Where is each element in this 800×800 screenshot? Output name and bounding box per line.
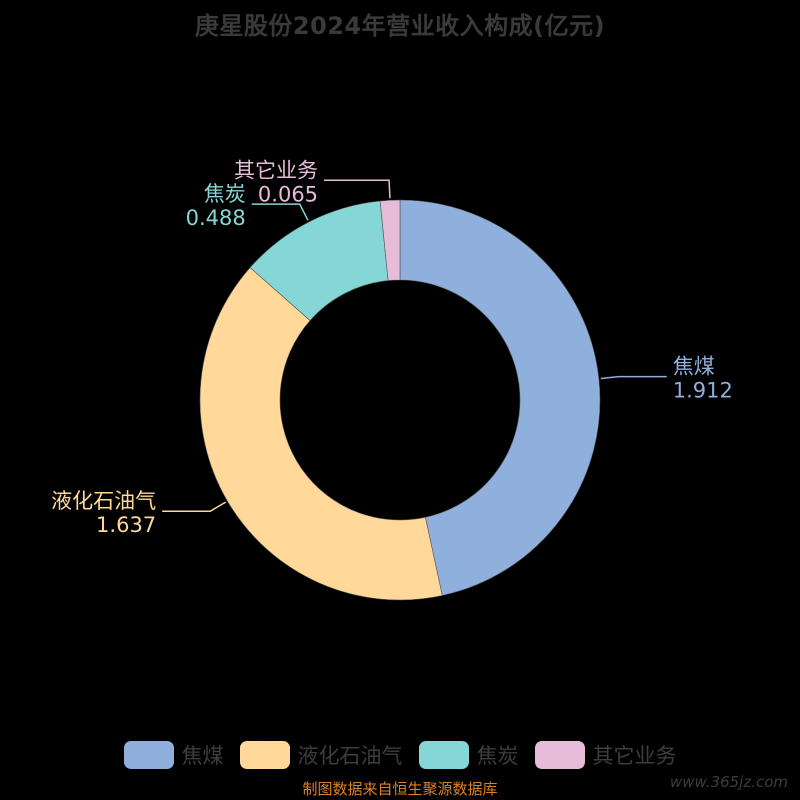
slice-lpg[interactable] [199,267,443,601]
legend-label-coking-coal: 焦煤 [181,744,224,768]
slice-label-lpg: 液化石油气 [51,489,156,513]
leader-line-other-business [324,179,391,199]
legend-swatch-coke [418,741,469,769]
legend-item-lpg[interactable]: 液化石油气 [239,740,403,770]
chart-title: 庚星股份2024年营业收入构成(亿元) [194,12,606,40]
chart-legend: 焦煤 液化石油气 焦炭 其它业务 [0,738,800,772]
leader-line-coke [251,203,309,221]
legend-swatch-lpg [239,741,290,769]
slice-value-other-business: 0.065 [258,182,318,206]
legend-item-coke[interactable]: 焦炭 [418,740,519,770]
legend-item-coking-coal[interactable]: 焦煤 [123,740,224,770]
legend-label-other-business: 其它业务 [592,744,677,768]
slice-value-lpg: 1.637 [96,513,156,537]
legend-label-coke: 焦炭 [476,744,519,768]
legend-swatch-other-business [534,741,585,769]
legend-item-other-business[interactable]: 其它业务 [534,740,677,770]
source-note: 制图数据来自恒生聚源数据库 [302,780,498,798]
slice-label-other-business: 其它业务 [234,158,318,182]
slice-other-business[interactable] [379,199,401,281]
slice-label-coke: 焦炭 [204,182,246,206]
slice-label-coking-coal: 焦煤 [673,355,715,379]
legend-swatch-coking-coal [123,741,174,769]
leader-line-coking-coal [600,375,667,380]
slice-coking-coal[interactable] [399,199,601,596]
watermark: www.365jz.com [669,773,788,791]
slice-value-coke: 0.488 [186,206,246,230]
slice-value-coking-coal: 1.912 [673,379,733,403]
leader-line-lpg [162,501,227,512]
legend-label-lpg: 液化石油气 [297,744,403,768]
